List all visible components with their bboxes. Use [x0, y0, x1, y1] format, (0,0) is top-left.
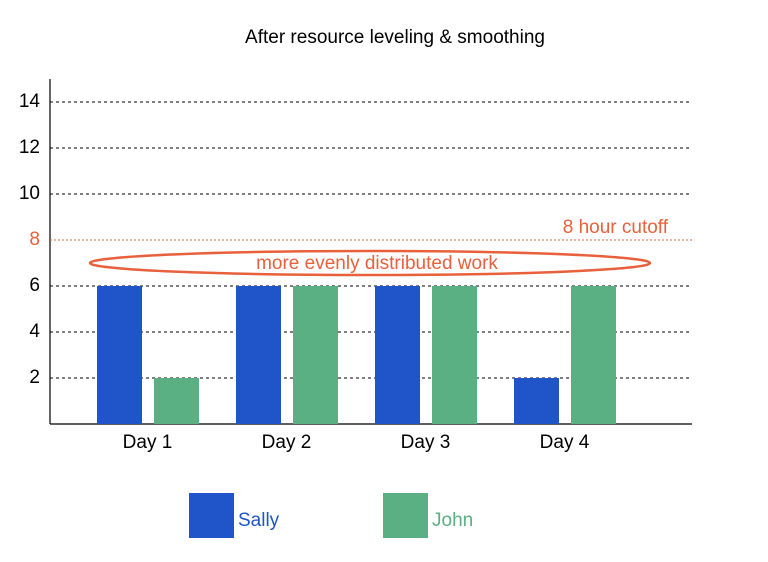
chart-title: After resource leveling & smoothing: [245, 27, 545, 48]
bar: [154, 378, 199, 424]
reference-label: 8 hour cutoff: [563, 217, 669, 238]
bar: [571, 286, 616, 424]
x-tick-label: Day 1: [123, 432, 173, 453]
bar: [97, 286, 142, 424]
y-tick-label: 8: [29, 229, 40, 250]
legend-swatch: [383, 493, 428, 538]
x-tick-label: Day 2: [262, 432, 312, 453]
annotation-text: more evenly distributed work: [256, 253, 498, 274]
y-tick-label: 6: [29, 275, 40, 296]
bar: [432, 286, 477, 424]
y-tick-label: 14: [19, 91, 41, 112]
x-tick-label: Day 4: [540, 432, 590, 453]
legend-label: Sally: [238, 510, 280, 531]
y-tick-label: 10: [19, 183, 40, 204]
bar: [236, 286, 281, 424]
bar: [293, 286, 338, 424]
x-tick-label: Day 3: [401, 432, 451, 453]
y-tick-label: 2: [29, 367, 40, 388]
legend-label: John: [432, 510, 473, 531]
y-tick-label: 4: [29, 321, 40, 342]
annotation-ellipse: [88, 249, 652, 277]
y-tick-label: 12: [19, 137, 40, 158]
bar: [514, 378, 559, 424]
legend-swatch: [189, 493, 234, 538]
bar: [375, 286, 420, 424]
